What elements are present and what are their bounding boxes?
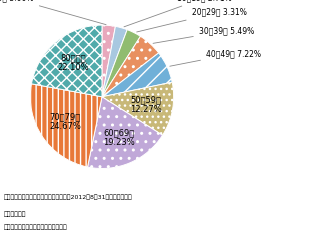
Wedge shape bbox=[102, 36, 159, 97]
Text: 70～79歳
24.67%: 70～79歳 24.67% bbox=[49, 112, 81, 131]
Wedge shape bbox=[102, 25, 115, 97]
Text: 死亡率: 死亡率 bbox=[3, 212, 26, 217]
Wedge shape bbox=[30, 84, 102, 167]
Text: （注）　岩手県、宮城県、福島県合計の2012年8月31日時点の年齢別: （注） 岩手県、宮城県、福島県合計の2012年8月31日時点の年齢別 bbox=[3, 195, 132, 200]
Text: 10～19歳 2.71%: 10～19歳 2.71% bbox=[124, 0, 232, 27]
Text: 資料）消防庁「東日本大震災記録集」: 資料）消防庁「東日本大震災記録集」 bbox=[3, 225, 67, 230]
Text: 0～9歳 3.00%: 0～9歳 3.00% bbox=[0, 0, 106, 25]
Text: 80歳以上
22.10%: 80歳以上 22.10% bbox=[58, 53, 89, 72]
Wedge shape bbox=[102, 82, 174, 135]
Text: 20～29歳 3.31%: 20～29歳 3.31% bbox=[137, 8, 246, 32]
Text: 60～69歳
19.23%: 60～69歳 19.23% bbox=[104, 128, 135, 147]
Text: 50～59歳
12.27%: 50～59歳 12.27% bbox=[130, 95, 162, 114]
Text: 30～39歳 5.49%: 30～39歳 5.49% bbox=[153, 26, 254, 43]
Wedge shape bbox=[102, 26, 127, 97]
Wedge shape bbox=[88, 97, 163, 168]
Wedge shape bbox=[102, 53, 172, 97]
Wedge shape bbox=[32, 25, 102, 97]
Wedge shape bbox=[102, 30, 140, 97]
Text: 40～49歳 7.22%: 40～49歳 7.22% bbox=[170, 49, 261, 66]
